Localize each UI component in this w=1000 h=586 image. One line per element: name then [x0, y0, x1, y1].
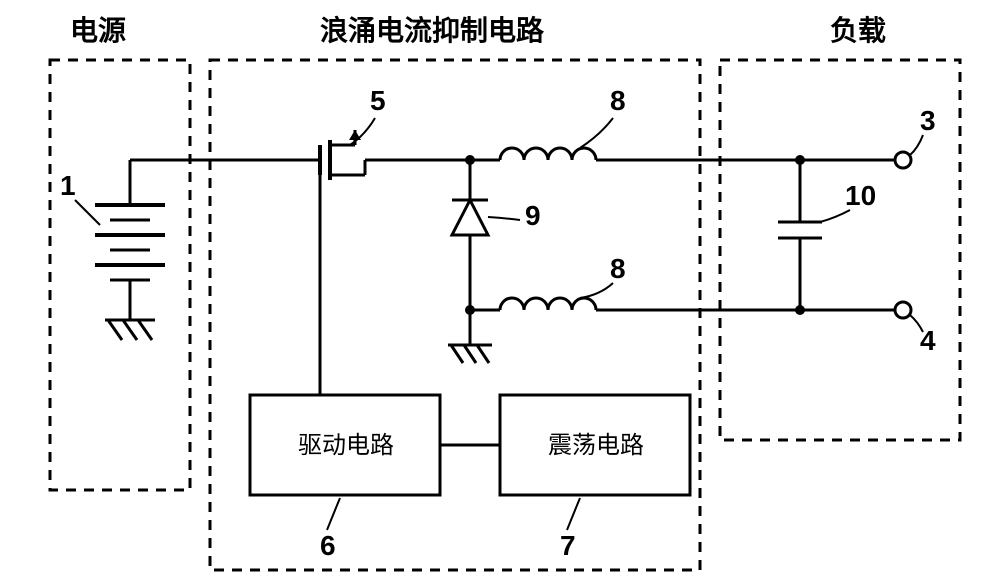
- power-section-title: 电源: [70, 15, 126, 46]
- battery-label: 1: [60, 170, 76, 201]
- terminal-4: [895, 302, 911, 318]
- circuit-diagram: 电源 浪涌电流抑制电路 负载 1 5: [0, 0, 1000, 586]
- inductor-bottom: [470, 298, 800, 310]
- ind-bot-leader: [580, 283, 613, 298]
- fet-label: 5: [370, 85, 386, 116]
- terminal-3-label: 3: [920, 105, 936, 136]
- load-section-title: 负载: [830, 15, 886, 46]
- inductor-top: [470, 148, 800, 160]
- fet-symbol: [310, 130, 365, 395]
- capacitor-symbol: [778, 160, 822, 310]
- drive-block-label: 驱动电路: [298, 432, 394, 459]
- ground-bottom: [448, 310, 492, 363]
- battery-symbol: [95, 160, 165, 340]
- ind-top-leader: [580, 118, 613, 148]
- power-box: [50, 60, 190, 490]
- cap-label: 10: [845, 180, 876, 211]
- terminal-3: [895, 152, 911, 168]
- drive-num-label: 6: [320, 530, 336, 561]
- drive-leader: [327, 498, 340, 530]
- diode-symbol: [452, 160, 488, 310]
- osc-num-label: 7: [560, 530, 576, 561]
- osc-leader: [567, 498, 580, 530]
- ind-top-label: 8: [610, 85, 626, 116]
- inrush-section-title: 浪涌电流抑制电路: [320, 14, 545, 46]
- cap-leader: [820, 210, 850, 222]
- diode-label: 9: [525, 200, 541, 231]
- terminal-3-leader: [910, 135, 923, 155]
- diode-leader: [488, 217, 520, 220]
- terminal-4-leader: [910, 315, 923, 332]
- ind-bot-label: 8: [610, 253, 626, 284]
- osc-block-label: 震荡电路: [548, 432, 644, 459]
